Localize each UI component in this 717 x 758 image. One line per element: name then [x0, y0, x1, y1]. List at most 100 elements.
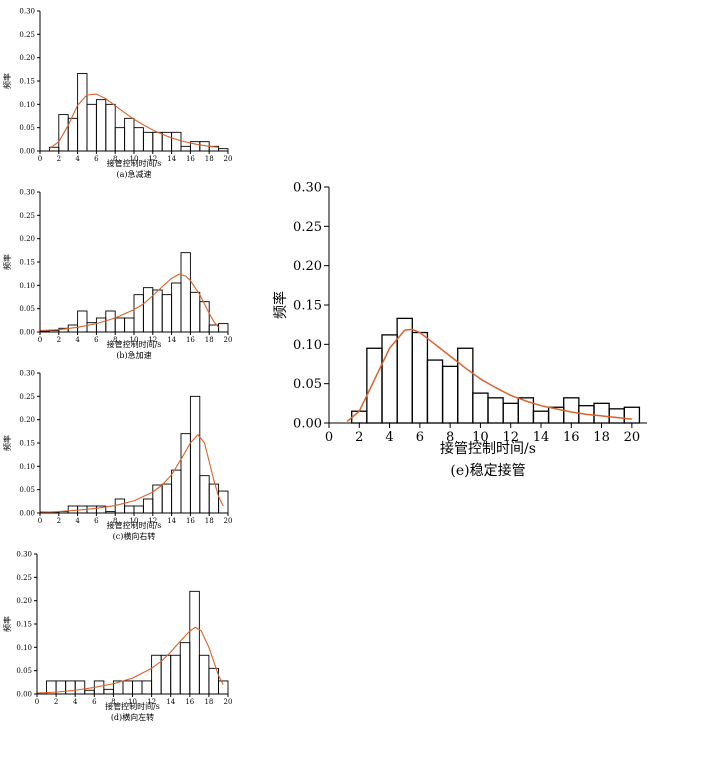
y-tick-label: 0.05 [16, 667, 32, 675]
x-tick-label: 18 [204, 698, 213, 706]
x-tick-label: 2 [57, 517, 61, 525]
y-tick-label: 0.15 [19, 439, 35, 447]
x-tick-label: 2 [54, 698, 58, 706]
histogram-bar [124, 117, 135, 152]
x-tick-label: 8 [113, 155, 117, 163]
x-tick-label: 4 [75, 336, 80, 344]
y-tick-label: 0.25 [293, 220, 322, 235]
histogram-bar [65, 680, 76, 695]
y-tick-label: 0.30 [16, 550, 32, 558]
histogram-bar [84, 689, 95, 695]
y-tick-label: 0.05 [19, 486, 35, 494]
x-tick-label: 20 [224, 155, 233, 163]
y-tick-label: 0.15 [293, 299, 322, 314]
chart-d: 0 2 4 6 8 10 12 14 16 18 20 0.00 0.05 0.10 0.15 0.20 0.2… [2, 550, 232, 722]
x-tick-label: 16 [563, 430, 580, 445]
histogram-bar [103, 688, 114, 695]
chart-c: 0 2 4 6 8 10 12 14 16 18 20 0.00 0.05 0.10 0.15 0.20 0.2… [2, 369, 232, 541]
histogram-bar [95, 317, 107, 333]
y-tick-label: 0.05 [19, 305, 35, 313]
histogram-bar [502, 402, 519, 424]
x-axis-label: 接管控制时间/s [107, 339, 162, 349]
x-tick-label: 10 [130, 336, 139, 344]
y-tick-label: 0.00 [19, 328, 35, 336]
histogram-bar [152, 289, 163, 333]
histogram-bar [218, 323, 229, 333]
y-tick-label: 0.20 [16, 597, 32, 605]
histogram-bar [133, 127, 144, 152]
histogram-bar [77, 310, 88, 333]
x-tick-label: 6 [92, 698, 97, 706]
y-tick-label: 0.25 [19, 393, 35, 401]
x-tick-label: 16 [186, 336, 195, 344]
histogram-bar [132, 680, 143, 695]
chart-a: 0 2 4 6 8 10 12 14 16 18 20 0.00 0.05 0.10 0.15 0.20 0.2… [2, 7, 232, 179]
x-tick-label: 12 [148, 336, 157, 344]
histogram-bar [218, 490, 229, 514]
y-tick-label: 0.25 [19, 212, 35, 220]
histogram-bar [152, 131, 163, 152]
histogram-bar [124, 317, 135, 333]
histogram-bar [105, 310, 116, 333]
histogram-bar [472, 392, 489, 424]
x-tick-label: 12 [148, 155, 157, 163]
histogram-bar [161, 294, 173, 333]
x-tick-label: 4 [73, 698, 78, 706]
y-tick-label: 0.20 [19, 416, 35, 424]
histogram-bar [396, 317, 413, 424]
x-tick-label: 14 [167, 336, 176, 344]
y-tick-label: 0.05 [293, 377, 322, 392]
histogram-bar [142, 131, 154, 152]
histogram-bar [593, 402, 610, 424]
x-tick-label: 4 [75, 155, 80, 163]
y-axis-label: 频率 [2, 616, 12, 632]
x-tick-label: 20 [624, 430, 641, 445]
histogram-bar [67, 505, 79, 514]
y-axis-label: 频率 [2, 254, 12, 270]
x-axis-label: 接管控制时间/s [107, 158, 162, 168]
x-axis-label: 接管控制时间/s [107, 520, 162, 530]
histogram-bar [171, 282, 182, 333]
x-tick-label: 12 [502, 430, 519, 445]
x-tick-label: 0 [38, 517, 42, 525]
x-tick-label: 18 [593, 430, 610, 445]
histogram-bar [198, 654, 210, 695]
y-tick-label: 0.10 [293, 338, 322, 353]
x-tick-label: 2 [355, 430, 363, 445]
histogram-bar [411, 331, 429, 424]
x-tick-label: 14 [533, 430, 550, 445]
x-tick-label: 10 [472, 430, 489, 445]
histogram-bar [133, 294, 144, 333]
x-tick-label: 18 [205, 517, 214, 525]
histogram-bar [114, 127, 126, 152]
x-tick-label: 8 [111, 698, 115, 706]
x-tick-label: 12 [147, 698, 156, 706]
x-tick-label: 16 [186, 517, 195, 525]
histogram-bar [124, 505, 135, 514]
histogram-bar [170, 654, 181, 695]
x-axis-label: 接管控制时间/s [440, 440, 536, 457]
histogram-bar [189, 291, 201, 333]
histogram-bar [441, 365, 459, 424]
chart-b: 0 2 4 6 8 10 12 14 16 18 20 0.00 0.05 0.10 0.15 0.20 0.2… [2, 188, 232, 360]
x-tick-label: 6 [416, 430, 424, 445]
x-tick-label: 0 [35, 698, 39, 706]
y-tick-label: 0.00 [293, 417, 322, 432]
fitted-curve [346, 328, 632, 422]
histogram-bar [199, 475, 210, 514]
x-tick-label: 6 [94, 517, 99, 525]
y-tick-label: 0.25 [16, 574, 32, 582]
x-tick-label: 4 [385, 430, 393, 445]
fitted-curve [39, 434, 224, 514]
x-tick-label: 6 [94, 155, 99, 163]
x-tick-label: 16 [186, 155, 195, 163]
histogram-bar [180, 145, 191, 152]
x-tick-label: 6 [94, 336, 99, 344]
histogram-bar [171, 469, 182, 514]
histogram-bar [623, 406, 641, 424]
x-tick-label: 0 [38, 336, 42, 344]
x-tick-label: 10 [130, 155, 139, 163]
y-tick-label: 0.05 [19, 124, 35, 132]
histogram-bar [351, 410, 368, 424]
